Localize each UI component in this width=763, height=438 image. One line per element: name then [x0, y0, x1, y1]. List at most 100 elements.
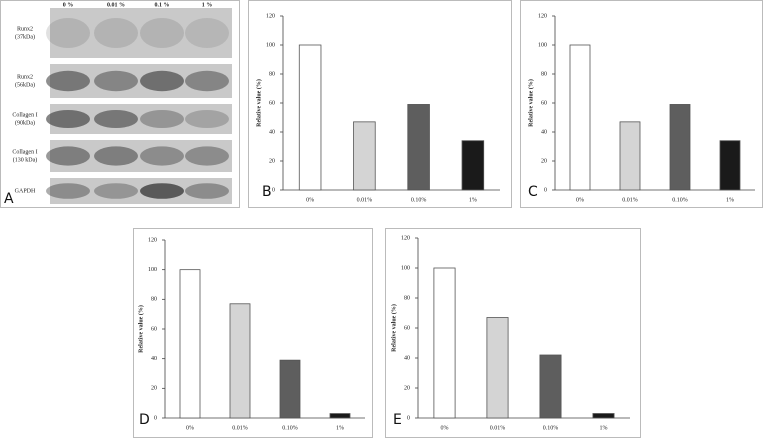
y-tick-label: 40: [269, 129, 275, 135]
x-tick-label: 0.01%: [490, 425, 506, 431]
y-tick-label: 80: [151, 297, 157, 303]
row-label: (56kDa): [15, 81, 35, 88]
row-label: Runx2: [17, 26, 33, 32]
y-tick-label: 60: [269, 100, 275, 106]
panel-frame: [0, 0, 240, 208]
band: [46, 110, 90, 128]
y-tick-label: 80: [269, 71, 275, 77]
band: [94, 70, 138, 92]
band: [140, 146, 184, 166]
y-tick-label: 20: [404, 385, 410, 391]
bar: [619, 121, 641, 191]
panel-frame: [385, 228, 641, 438]
y-tick-label: 20: [541, 158, 547, 164]
bar: [353, 121, 376, 191]
band: [140, 110, 184, 128]
bar: [719, 140, 741, 191]
band: [140, 70, 184, 92]
band: [185, 70, 229, 92]
panel-frame: [133, 228, 373, 438]
band: [140, 183, 184, 199]
row-label: (37kDa): [15, 33, 35, 40]
y-tick-label: 20: [269, 158, 275, 164]
x-tick-label: 0.01%: [232, 425, 248, 431]
panel-label: D: [139, 412, 150, 428]
x-tick-label: 1%: [336, 425, 344, 431]
y-tick-label: 0: [407, 415, 410, 421]
y-tick-label: 60: [541, 100, 547, 106]
band: [94, 183, 138, 199]
y-tick-label: 60: [151, 326, 157, 332]
x-tick-label: 0.01%: [357, 197, 373, 203]
panel-frame: [248, 0, 512, 208]
bar: [329, 413, 351, 419]
band: [46, 146, 90, 166]
y-tick-label: 80: [404, 295, 410, 301]
y-tick-label: 120: [401, 235, 410, 241]
bar: [669, 104, 691, 191]
bar: [486, 317, 509, 419]
band: [94, 18, 138, 48]
bar: [539, 354, 562, 419]
y-tick-label: 120: [266, 13, 275, 19]
y-tick-label: 0: [544, 187, 547, 193]
row-label: GAPDH: [15, 188, 36, 194]
lane-label: 0.1 %: [155, 2, 170, 8]
bar: [407, 104, 430, 191]
y-tick-label: 40: [541, 129, 547, 135]
band: [46, 70, 90, 92]
y-tick-label: 120: [538, 13, 547, 19]
bar: [569, 44, 591, 191]
panel-label: C: [528, 184, 538, 200]
x-tick-label: 1%: [469, 197, 477, 203]
y-tick-label: 80: [541, 71, 547, 77]
x-tick-label: 0.10%: [543, 425, 559, 431]
y-tick-label: 100: [538, 42, 547, 48]
bar: [592, 413, 615, 419]
bar: [229, 303, 251, 419]
panel-label: E: [393, 412, 402, 428]
bar: [279, 359, 301, 419]
band: [185, 110, 229, 128]
y-tick-label: 100: [266, 42, 275, 48]
panel-label: B: [262, 184, 272, 200]
bar: [298, 44, 322, 191]
y-tick-label: 0: [154, 415, 157, 421]
y-axis-label: Relative value (%): [255, 79, 262, 127]
x-tick-label: 0%: [306, 197, 314, 203]
bar: [179, 269, 201, 419]
x-tick-label: 0.10%: [672, 197, 688, 203]
x-tick-label: 0.01%: [622, 197, 638, 203]
x-tick-label: 0.10%: [282, 425, 298, 431]
band: [46, 183, 90, 199]
y-tick-label: 40: [151, 356, 157, 362]
x-tick-label: 0%: [441, 425, 449, 431]
y-tick-label: 40: [404, 355, 410, 361]
blot-strip: [50, 8, 232, 58]
y-tick-label: 100: [148, 267, 157, 273]
band: [94, 146, 138, 166]
band: [140, 18, 184, 48]
lane-label: 0 %: [63, 2, 74, 8]
panel-label: A: [4, 191, 14, 207]
band: [46, 18, 90, 48]
y-tick-label: 120: [148, 237, 157, 243]
y-axis-label: Relative value (%): [137, 305, 144, 353]
band: [185, 183, 229, 199]
y-tick-label: 20: [151, 386, 157, 392]
x-tick-label: 1%: [726, 197, 734, 203]
lane-label: 0.01 %: [107, 2, 125, 8]
row-label: Runx2: [17, 74, 33, 80]
x-tick-label: 0%: [186, 425, 194, 431]
lane-label: 1 %: [202, 2, 213, 8]
bar: [433, 267, 456, 419]
row-label: (130 kDa): [13, 156, 38, 163]
x-tick-label: 1%: [600, 425, 608, 431]
y-tick-label: 100: [401, 265, 410, 271]
x-tick-label: 0%: [576, 197, 584, 203]
band: [94, 110, 138, 128]
band: [185, 146, 229, 166]
y-tick-label: 0: [272, 187, 275, 193]
y-axis-label: Relative value (%): [390, 304, 397, 352]
